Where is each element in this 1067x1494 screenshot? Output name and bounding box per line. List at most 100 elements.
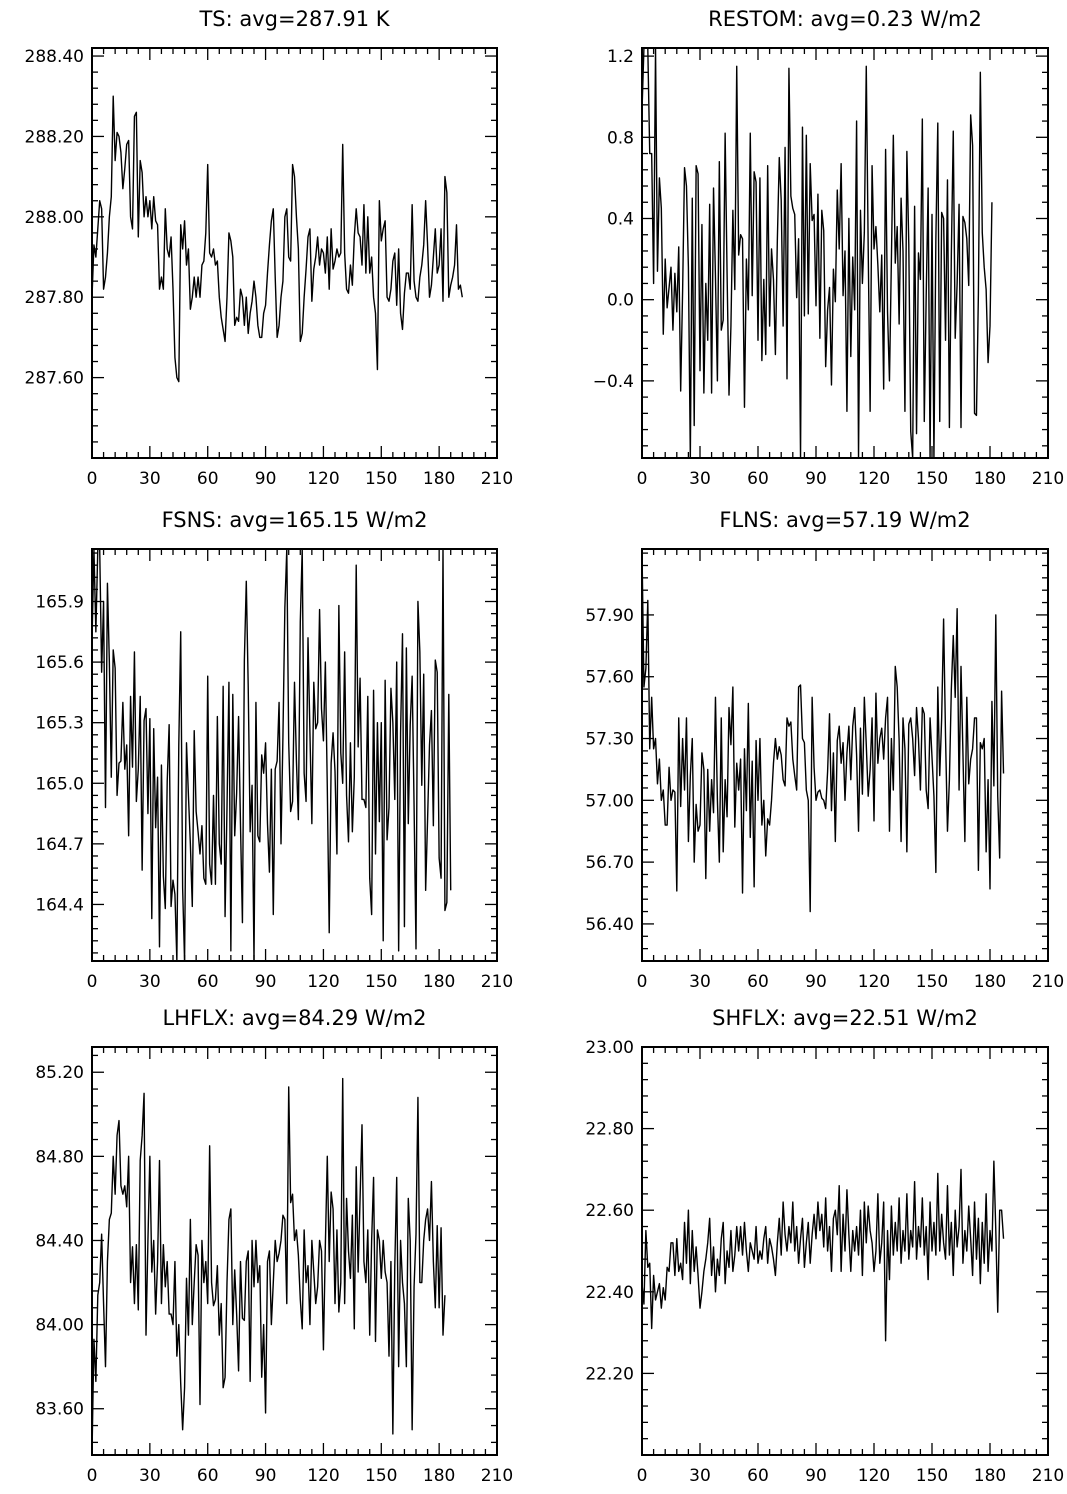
panel-ts: TS: avg=287.91 K 0 30 60 90 120 150 180 210 287.6…: [25, 7, 514, 489]
panel-flns: FLNS: avg=57.19 W/m2 0 30 60 90 120 150 180 210 5…: [585, 508, 1064, 992]
restom-y-tick-label: −0.4: [593, 372, 634, 392]
fsns-y-tick-label: 165.0: [35, 774, 84, 794]
lhflx-title: LHFLX: avg=84.29 W/m2: [162, 1006, 426, 1030]
lhflx-x-tick-label: 90: [255, 1466, 277, 1486]
flns-x-tick-label: 60: [747, 972, 769, 992]
restom-x-tick-label: 60: [747, 469, 769, 489]
ts-x-tick-label: 210: [481, 469, 513, 489]
panel-fsns: FSNS: avg=165.15 W/m2 0 30 60 90 120 150 180 210…: [35, 508, 513, 992]
fsns-x-tick-label: 0: [87, 972, 98, 992]
flns-x-tick-label: 210: [1032, 972, 1064, 992]
lhflx-plot-frame: [91, 1046, 498, 1456]
ts-x-tick-label: 120: [307, 469, 339, 489]
ts-title: TS: avg=287.91 K: [198, 7, 390, 31]
lhflx-y-tick-label: 85.20: [35, 1063, 84, 1083]
lhflx-y-tick-label: 84.40: [35, 1231, 84, 1251]
restom-x-tick-label: 30: [689, 469, 711, 489]
flns-x-tick-label: 180: [974, 972, 1006, 992]
restom-x-tick-label: 0: [637, 469, 648, 489]
shflx-y-tick-label: 22.60: [585, 1201, 634, 1221]
ts-y-tick-label: 288.40: [25, 47, 84, 67]
flns-y-tick-label: 57.90: [585, 606, 634, 626]
lhflx-x-tick-label: 150: [365, 1466, 397, 1486]
fsns-x-tick-label: 150: [365, 972, 397, 992]
panel-lhflx: LHFLX: avg=84.29 W/m2 0 30 60 90 120 150 180 210…: [35, 1006, 513, 1486]
flns-y-tick-label: 57.00: [585, 791, 634, 811]
ts-x-tick-label: 180: [423, 469, 455, 489]
shflx-y-tick-label: 22.20: [585, 1364, 634, 1384]
lhflx-y-tick-label: 83.60: [35, 1400, 84, 1420]
fsns-y-tick-label: 164.4: [35, 895, 84, 915]
lhflx-x-tick-label: 0: [87, 1466, 98, 1486]
ts-series-line: [91, 95, 463, 383]
restom-x-tick-label: 120: [858, 469, 890, 489]
flns-plot-frame: [641, 548, 1049, 962]
fsns-x-tick-label: 30: [139, 972, 161, 992]
lhflx-series-line: [91, 1077, 446, 1456]
ts-x-tick-label: 60: [197, 469, 219, 489]
fsns-x-tick-label: 60: [197, 972, 219, 992]
restom-y-tick-label: 0.0: [607, 291, 634, 311]
fsns-plot-frame: [91, 548, 498, 962]
panel-restom: RESTOM: avg=0.23 W/m2 0 30 60 90 120 150 180 210…: [593, 7, 1065, 489]
fsns-x-tick-label: 180: [423, 972, 455, 992]
ts-x-tick-label: 30: [139, 469, 161, 489]
restom-title: RESTOM: avg=0.23 W/m2: [708, 7, 982, 31]
shflx-plot-frame: [641, 1046, 1049, 1456]
shflx-y-tick-label: 23.00: [585, 1038, 634, 1058]
shflx-x-tick-label: 90: [805, 1466, 827, 1486]
ts-y-tick-label: 287.60: [25, 369, 84, 389]
restom-y-tick-label: 0.4: [607, 209, 634, 229]
panel-shflx: SHFLX: avg=22.51 W/m2 0 30 60 90 120 150 180 210…: [585, 1006, 1064, 1486]
fsns-title: FSNS: avg=165.15 W/m2: [162, 508, 428, 532]
fsns-y-tick-label: 165.9: [35, 593, 84, 613]
ts-x-tick-label: 150: [365, 469, 397, 489]
fsns-y-tick-label: 165.3: [35, 714, 84, 734]
shflx-x-tick-label: 120: [858, 1466, 890, 1486]
shflx-x-tick-label: 150: [916, 1466, 948, 1486]
restom-y-tick-label: 0.8: [607, 128, 634, 148]
flns-x-tick-label: 30: [689, 972, 711, 992]
shflx-y-tick-label: 22.80: [585, 1120, 634, 1140]
shflx-y-tick-label: 22.40: [585, 1283, 634, 1303]
shflx-x-tick-label: 60: [747, 1466, 769, 1486]
flns-series-line: [641, 548, 1005, 913]
fsns-x-tick-label: 120: [307, 972, 339, 992]
restom-x-tick-label: 90: [805, 469, 827, 489]
lhflx-x-tick-label: 210: [481, 1466, 513, 1486]
restom-x-tick-label: 180: [974, 469, 1006, 489]
ts-y-tick-label: 287.80: [25, 288, 84, 308]
ts-x-tick-label: 90: [255, 469, 277, 489]
ts-x-tick-label: 0: [87, 469, 98, 489]
shflx-title: SHFLX: avg=22.51 W/m2: [712, 1006, 978, 1030]
shflx-x-tick-label: 180: [974, 1466, 1006, 1486]
flns-y-tick-label: 56.40: [585, 915, 634, 935]
restom-x-tick-label: 210: [1032, 469, 1064, 489]
flns-x-tick-label: 150: [916, 972, 948, 992]
lhflx-x-tick-label: 30: [139, 1466, 161, 1486]
lhflx-x-tick-label: 180: [423, 1466, 455, 1486]
fsns-x-tick-label: 90: [255, 972, 277, 992]
restom-plot-frame: [641, 47, 1049, 459]
flns-x-tick-label: 120: [858, 972, 890, 992]
ts-plot-frame: [91, 47, 498, 459]
lhflx-x-tick-label: 60: [197, 1466, 219, 1486]
lhflx-y-tick-label: 84.80: [35, 1147, 84, 1167]
fsns-y-tick-label: 164.7: [35, 835, 84, 855]
flns-y-tick-label: 56.70: [585, 853, 634, 873]
shflx-x-tick-label: 210: [1032, 1466, 1064, 1486]
ts-y-tick-label: 288.00: [25, 208, 84, 228]
lhflx-y-tick-label: 84.00: [35, 1316, 84, 1336]
flns-y-tick-label: 57.30: [585, 730, 634, 750]
fsns-x-tick-label: 210: [481, 972, 513, 992]
flns-x-tick-label: 0: [637, 972, 648, 992]
restom-x-tick-label: 150: [916, 469, 948, 489]
fsns-y-tick-label: 165.6: [35, 653, 84, 673]
lhflx-x-tick-label: 120: [307, 1466, 339, 1486]
shflx-x-tick-label: 30: [689, 1466, 711, 1486]
flns-x-tick-label: 90: [805, 972, 827, 992]
fsns-series-line: [91, 548, 452, 962]
shflx-series-line: [641, 1160, 1005, 1342]
restom-y-tick-label: 1.2: [607, 47, 634, 67]
